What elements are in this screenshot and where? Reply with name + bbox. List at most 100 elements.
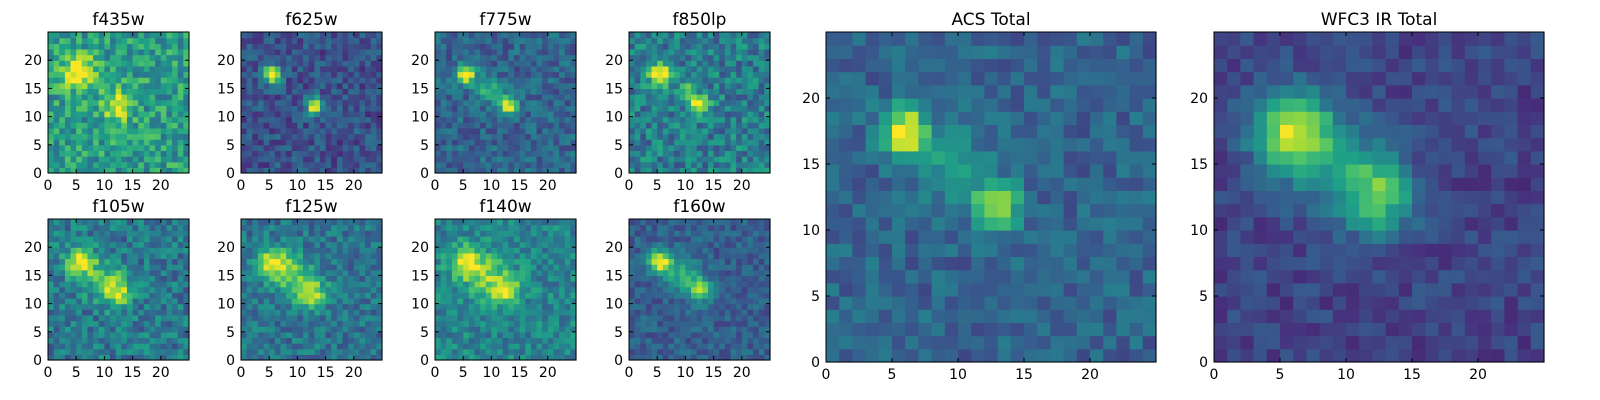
heatmap-cell xyxy=(53,144,60,152)
heatmap-cell xyxy=(342,48,349,56)
heatmap-cell xyxy=(269,258,276,265)
heatmap-cell xyxy=(525,139,532,146)
heatmap-cell xyxy=(121,116,128,123)
heatmap-cell xyxy=(508,99,515,106)
heatmap-cell xyxy=(764,281,771,288)
heatmap-cell xyxy=(53,219,60,226)
heatmap-cell xyxy=(172,105,179,112)
heatmap-cell xyxy=(525,116,532,123)
heatmap-cell xyxy=(291,269,298,276)
heatmap-cell xyxy=(48,48,55,56)
heatmap-cell xyxy=(241,314,248,322)
heatmap-cell xyxy=(502,161,509,168)
heatmap-cell xyxy=(126,133,134,140)
heatmap-cell xyxy=(138,286,145,293)
heatmap-cell xyxy=(308,230,315,237)
heatmap-cell xyxy=(513,252,521,260)
heatmap-cell xyxy=(241,264,248,271)
heatmap-cell xyxy=(474,37,481,44)
heatmap-cell xyxy=(662,269,670,276)
heatmap-cell xyxy=(451,224,459,231)
heatmap-cell xyxy=(553,37,560,44)
y-tick-label: 5 xyxy=(33,138,42,154)
heatmap-cell xyxy=(325,275,332,282)
heatmap-cell xyxy=(342,116,349,123)
heatmap-cell xyxy=(502,82,509,89)
heatmap-cell xyxy=(365,292,372,299)
heatmap-cell xyxy=(525,65,532,73)
heatmap-cell xyxy=(497,331,504,339)
heatmap-cell xyxy=(502,331,509,339)
heatmap-cell xyxy=(634,37,641,44)
heatmap-cell xyxy=(474,60,481,67)
heatmap-cell xyxy=(115,54,122,61)
heatmap-cell xyxy=(143,281,151,288)
heatmap-cell xyxy=(166,258,173,265)
heatmap-cell xyxy=(303,60,310,67)
heatmap-cell xyxy=(353,43,361,50)
heatmap-cell xyxy=(132,99,139,106)
heatmap-cell xyxy=(126,320,134,327)
heatmap-cell xyxy=(753,99,760,106)
heatmap-cell xyxy=(263,354,270,361)
heatmap-cell xyxy=(257,71,265,78)
heatmap-cell xyxy=(172,292,179,299)
heatmap-cell xyxy=(713,105,720,112)
heatmap-cell xyxy=(257,77,265,84)
heatmap-cell xyxy=(719,127,726,135)
heatmap-cell xyxy=(155,309,162,316)
heatmap-cell xyxy=(668,37,675,44)
heatmap-cell xyxy=(263,32,270,39)
heatmap-cell xyxy=(536,94,543,101)
heatmap-cell xyxy=(172,99,179,106)
heatmap-cell xyxy=(263,326,270,333)
heatmap-cell xyxy=(713,77,720,84)
heatmap-cell xyxy=(463,241,470,248)
heatmap-cell xyxy=(376,219,383,226)
heatmap-cell xyxy=(160,88,168,95)
heatmap-cell xyxy=(629,275,636,282)
heatmap-cell xyxy=(70,247,77,254)
heatmap-cell xyxy=(736,309,743,316)
heatmap-cell xyxy=(513,43,521,50)
heatmap-cell xyxy=(724,309,732,316)
heatmap-cell xyxy=(651,309,658,316)
heatmap-cell xyxy=(336,326,344,333)
heatmap-cell xyxy=(98,144,105,152)
heatmap-cell xyxy=(59,314,66,322)
heatmap-cell xyxy=(286,309,293,316)
y-tick-label: 5 xyxy=(33,325,42,341)
heatmap-cell xyxy=(758,99,765,106)
heatmap-cell xyxy=(719,167,726,174)
heatmap-cell xyxy=(291,235,298,243)
heatmap-cell xyxy=(741,161,749,168)
heatmap-cell xyxy=(662,77,670,84)
heatmap-cell xyxy=(59,54,66,61)
heatmap-cell xyxy=(435,48,442,56)
heatmap-cell xyxy=(530,48,538,56)
heatmap-cell xyxy=(713,82,720,89)
heatmap-cell xyxy=(519,94,526,101)
heatmap-cell xyxy=(286,48,293,56)
heatmap-cell xyxy=(468,43,476,50)
heatmap-cell xyxy=(246,54,253,61)
heatmap-cell xyxy=(570,144,577,152)
heatmap-cell xyxy=(451,258,459,265)
heatmap-cell xyxy=(691,127,698,135)
heatmap-cell xyxy=(76,32,83,39)
heatmap-cell xyxy=(336,252,344,260)
heatmap-cell xyxy=(64,303,72,310)
heatmap-cell xyxy=(685,337,692,344)
heatmap-cell xyxy=(468,326,476,333)
heatmap-cell xyxy=(747,48,754,56)
heatmap-cell xyxy=(702,286,709,293)
heatmap-cell xyxy=(463,122,470,129)
heatmap-cell xyxy=(263,235,270,243)
heatmap-cell xyxy=(257,252,265,260)
heatmap-cell xyxy=(570,292,577,299)
heatmap-cell xyxy=(286,219,293,226)
heatmap-cell xyxy=(342,247,349,254)
heatmap-cell xyxy=(634,54,641,61)
heatmap-cell xyxy=(525,303,532,310)
heatmap-cell xyxy=(93,230,100,237)
